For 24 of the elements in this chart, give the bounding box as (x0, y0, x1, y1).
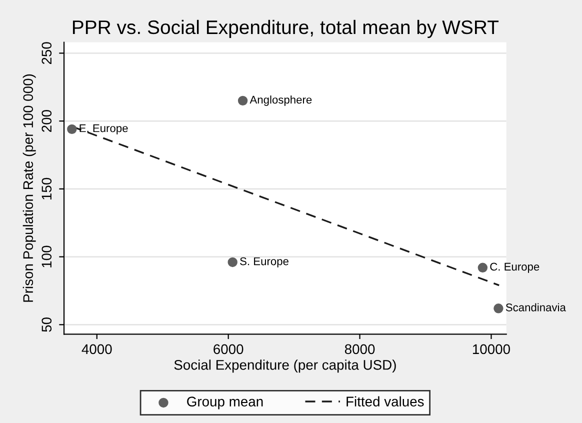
x-tick-label: 8000 (344, 344, 375, 354)
point (238, 96, 248, 106)
point (494, 304, 504, 314)
point (67, 124, 77, 134)
annotation: C. Europe (490, 262, 540, 273)
x-tick-label: 6000 (214, 344, 244, 354)
legend-label: Fitted values (346, 396, 424, 406)
annotation: Scandinavia (506, 303, 566, 312)
chart-title: PPR vs. Social Expenditure, total mean by WSRT (72, 20, 499, 38)
y-tick-label: 50 (42, 317, 52, 332)
annotation: S. Europe (240, 257, 288, 268)
y-tick-label: 150 (42, 178, 52, 200)
y-tick-label: 250 (42, 42, 52, 64)
point (478, 262, 488, 273)
annotation: Anglosphere (250, 95, 312, 106)
y-tick-label: 100 (42, 246, 52, 268)
annotation: E. Europe (80, 124, 128, 134)
y-tick-label: 200 (42, 110, 52, 132)
y-axis-title: Prison Population Rate (per 100 000) (22, 74, 36, 302)
x-axis-title: Social Expenditure (per capita USD) (174, 360, 396, 373)
x-tick-label: 4000 (82, 344, 112, 354)
x-tick-label: 10000 (472, 344, 510, 354)
legend-label: Group mean (187, 396, 263, 410)
point (228, 257, 238, 268)
